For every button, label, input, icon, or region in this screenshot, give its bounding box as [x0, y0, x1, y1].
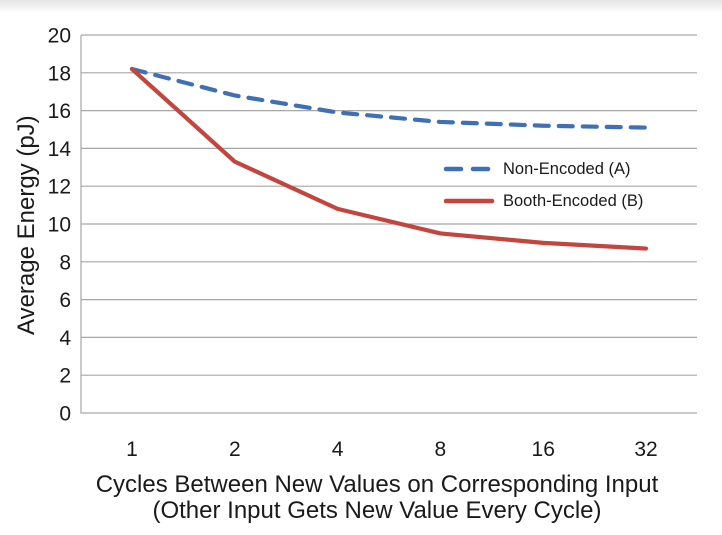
- svg-text:16: 16: [532, 438, 555, 461]
- y-axis-title: Average Energy (pJ): [13, 115, 40, 335]
- svg-text:10: 10: [48, 214, 71, 237]
- svg-text:20: 20: [48, 25, 71, 48]
- svg-text:8: 8: [435, 438, 447, 461]
- legend-label-booth-encoded: Booth-Encoded (B): [503, 191, 644, 210]
- svg-text:32: 32: [634, 438, 657, 461]
- solid-line-marker: [443, 198, 495, 204]
- svg-text:8: 8: [59, 251, 71, 274]
- svg-text:16: 16: [48, 100, 71, 123]
- svg-text:4: 4: [332, 438, 344, 461]
- svg-text:2: 2: [229, 438, 241, 461]
- x-axis-title-line1: Cycles Between New Values on Correspondi…: [95, 471, 659, 498]
- legend-item-booth-encoded: Booth-Encoded (B): [443, 185, 643, 217]
- svg-text:4: 4: [59, 327, 71, 350]
- svg-text:6: 6: [59, 289, 71, 312]
- legend-item-non-encoded: Non-Encoded (A): [443, 153, 643, 185]
- svg-text:0: 0: [59, 403, 71, 426]
- svg-text:1: 1: [126, 438, 138, 461]
- dashed-line-marker: [443, 166, 495, 172]
- svg-text:18: 18: [48, 62, 71, 85]
- svg-text:12: 12: [48, 176, 71, 199]
- legend: Non-Encoded (A) Booth-Encoded (B): [443, 153, 643, 217]
- x-axis-title-line2: (Other Input Gets New Value Every Cycle): [152, 497, 602, 524]
- legend-label-non-encoded: Non-Encoded (A): [503, 159, 631, 178]
- svg-text:2: 2: [59, 365, 71, 388]
- svg-text:14: 14: [48, 138, 72, 161]
- top-gradient-strip: [0, 0, 722, 13]
